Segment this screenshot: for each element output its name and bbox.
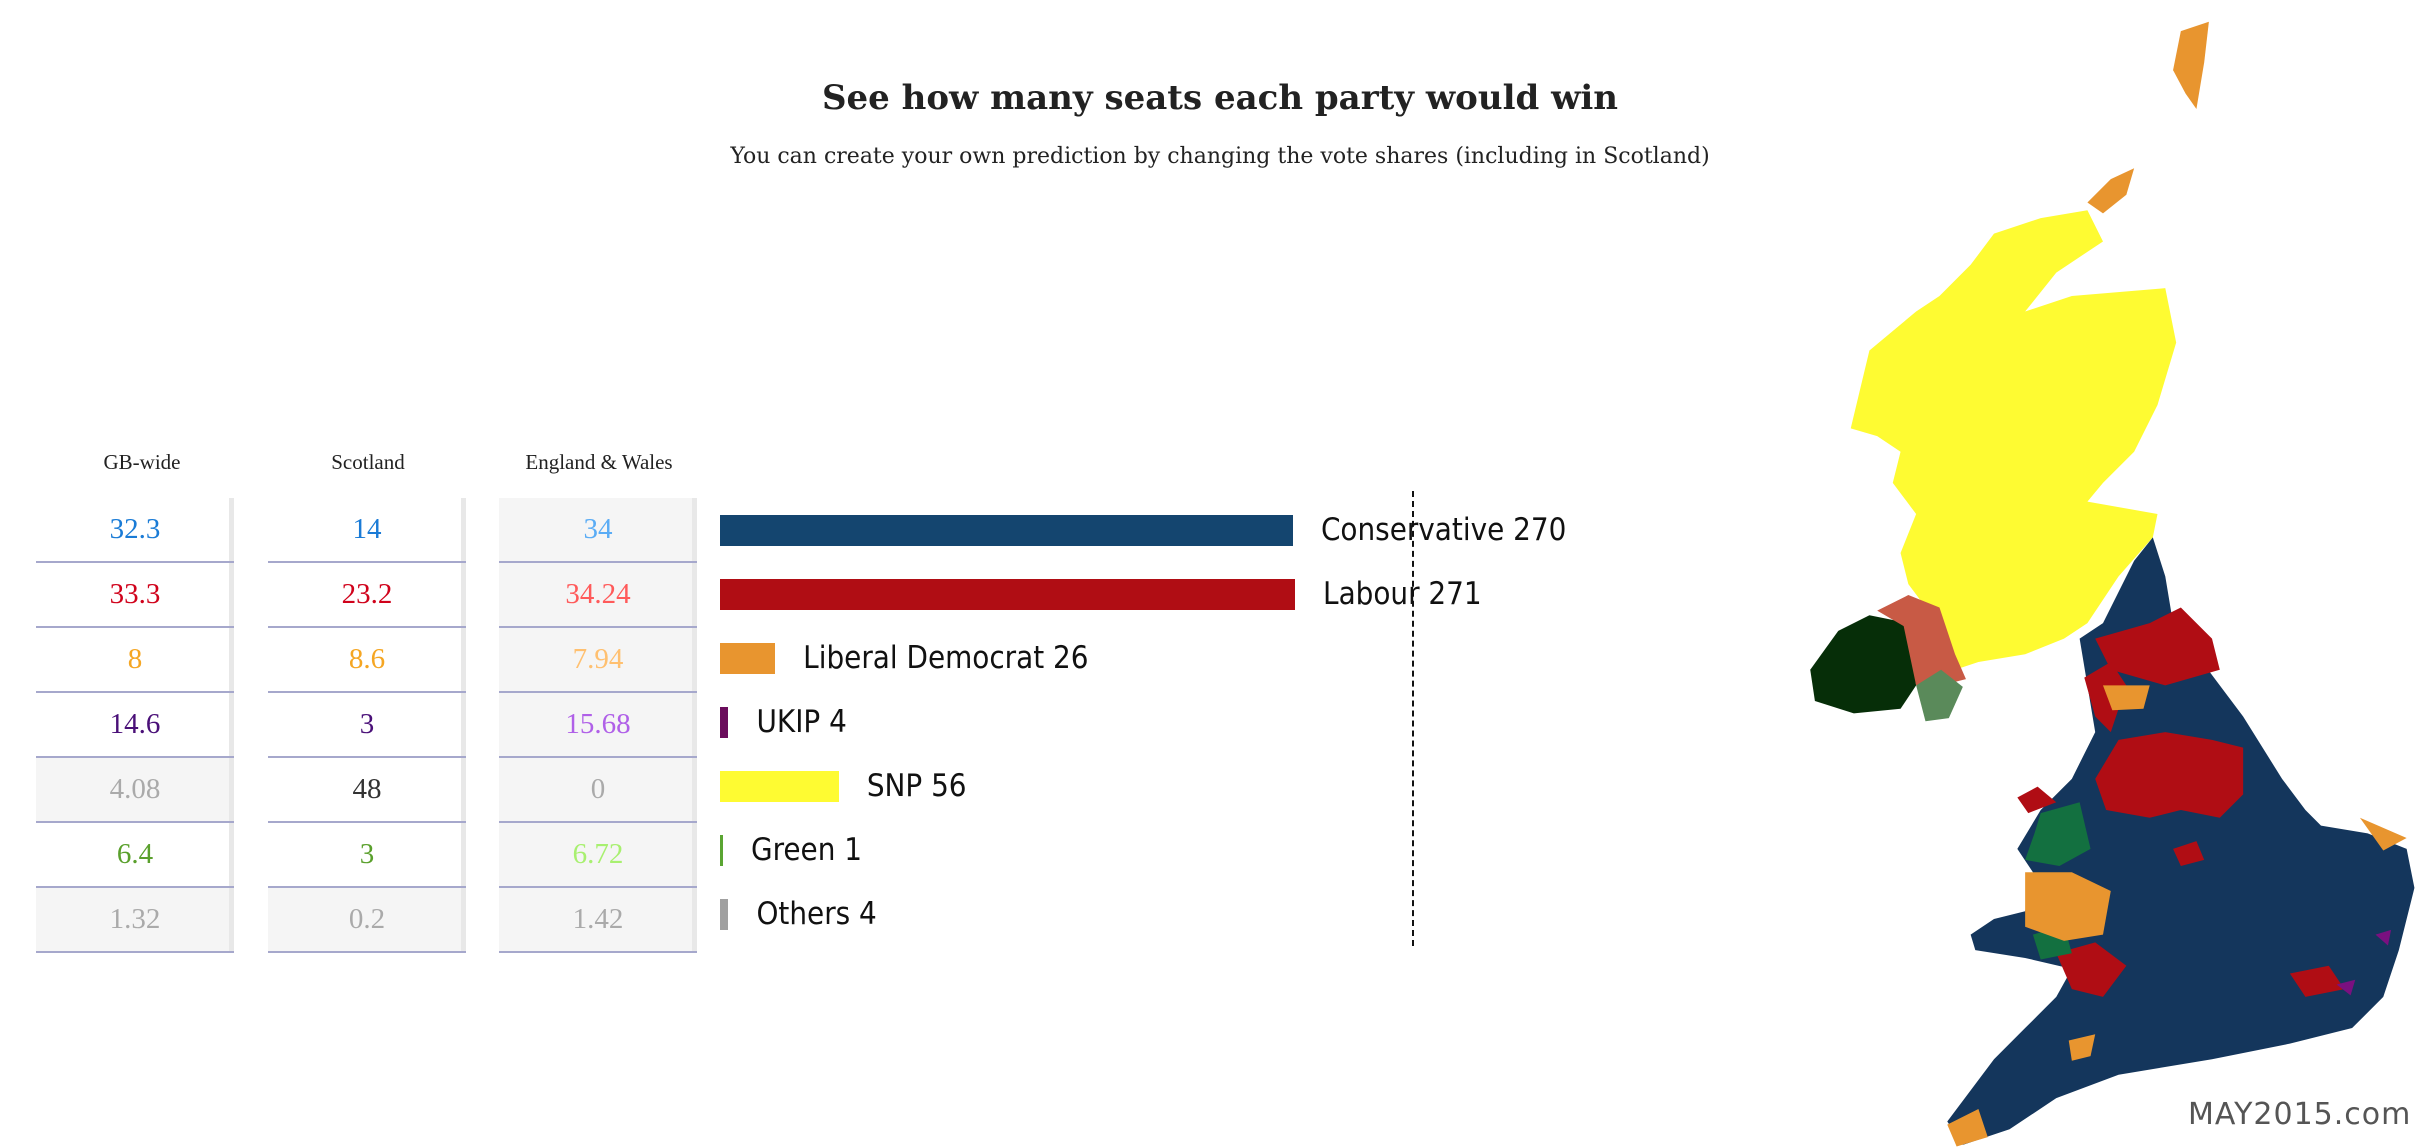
england-wales-vote-share-column: 34 34.24 7.94 15.68 0 6.72 1.42 [499,498,697,953]
vote-share-input-conservative[interactable]: 32.3 [36,498,234,563]
map-region-labour [2095,732,2244,818]
map-region-labour [2056,942,2127,997]
vote-share-input-liberal-democrat[interactable]: 7.94 [499,628,697,693]
map-region-sinn-fein [1916,669,1963,722]
brand-logo: MAY2015.com [2188,1097,2412,1132]
gb-vote-share-column: 32.3 33.3 8 14.6 4.08 6.4 1.32 [36,498,234,953]
map-region-labour [2017,786,2057,814]
page-subtitle: You can create your own prediction by ch… [730,144,1710,169]
map-region-dup [1810,615,1917,714]
column-header-scotland: Scotland [331,450,405,474]
map-region-libdem [2173,21,2209,110]
seat-label: SNP 56 [866,768,967,804]
seat-bar-others [720,899,729,930]
map-region-labour [2084,662,2127,733]
vote-share-input-snp[interactable]: 0 [499,758,697,823]
seat-bar-liberal-democrat [720,643,776,674]
seat-label: UKIP 4 [756,704,847,740]
seat-bar-conservative [720,515,1293,546]
vote-share-input-liberal-democrat[interactable]: 8 [36,628,234,693]
vote-share-input-green[interactable]: 6.4 [36,823,234,888]
map-region-ukip [2336,979,2356,996]
column-header-gb: GB-wide [103,450,181,474]
seat-label: Labour 271 [1323,576,1482,612]
seat-bar-ukip [720,707,729,738]
seat-bar-labour [720,579,1296,610]
seat-bar-snp [720,771,839,802]
map-region-labour [2173,841,2205,867]
map-region-libdem [2025,872,2111,941]
vote-share-input-ukip[interactable]: 15.68 [499,693,697,758]
vote-share-input-ukip[interactable]: 3 [268,693,466,758]
map-region-libdem [2102,685,2150,711]
uk-constituency-map [1810,21,2415,1147]
vote-share-input-labour[interactable]: 33.3 [36,563,234,628]
vote-share-input-snp[interactable]: 48 [268,758,466,823]
map-region-libdem [2359,817,2407,851]
vote-share-input-others[interactable]: 1.42 [499,888,697,953]
vote-share-input-snp[interactable]: 4.08 [36,758,234,823]
vote-share-input-ukip[interactable]: 14.6 [36,693,234,758]
vote-share-input-labour[interactable]: 34.24 [499,563,697,628]
map-region-libdem [2087,168,2135,214]
seat-label: Liberal Democrat 26 [803,640,1089,676]
scotland-vote-share-column: 14 23.2 8.6 3 48 3 0.2 [268,498,466,953]
vote-share-input-conservative[interactable]: 14 [268,498,466,563]
vote-share-input-green[interactable]: 3 [268,823,466,888]
map-region-labour [2095,607,2220,686]
seat-label: Green 1 [751,832,862,868]
map-region-libdem [1947,1109,1988,1147]
map-region-libdem [2068,1034,2096,1061]
column-header-england-wales: England & Wales [525,450,673,474]
seat-label: Conservative 270 [1320,512,1567,548]
seat-bar-green [720,835,723,866]
map-region-conservative [1947,537,2415,1145]
vote-share-input-labour[interactable]: 23.2 [268,563,466,628]
vote-share-input-others[interactable]: 0.2 [268,888,466,953]
vote-share-input-others[interactable]: 1.32 [36,888,234,953]
seat-label: Others 4 [756,896,877,932]
page-title: See how many seats each party would win [822,78,1618,118]
map-region-other-ni [1877,595,1966,686]
vote-share-input-green[interactable]: 6.72 [499,823,697,888]
map-region-snp [1850,210,2177,670]
majority-line [1411,491,1414,946]
map-region-ukip [2375,929,2392,946]
map-region-plaid [2025,802,2091,867]
vote-share-input-liberal-democrat[interactable]: 8.6 [268,628,466,693]
map-region-labour [2289,965,2345,997]
vote-share-input-conservative[interactable]: 34 [499,498,697,563]
